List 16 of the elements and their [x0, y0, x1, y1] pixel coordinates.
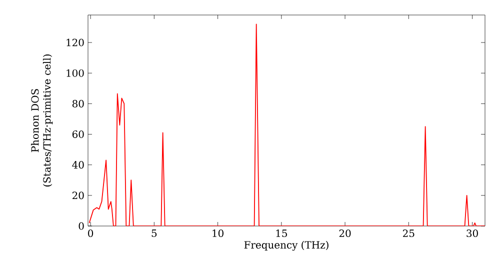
- y-tick-label: 120: [66, 38, 84, 46]
- y-tick-label: 80: [72, 100, 84, 108]
- y-tick-label: 100: [66, 69, 84, 77]
- x-tick-label: 0: [88, 230, 94, 238]
- x-tick-label: 5: [152, 230, 157, 237]
- x-tick-label: 15: [276, 230, 287, 238]
- x-tick-label: 25: [402, 230, 414, 238]
- x-tick-label: 20: [339, 230, 351, 238]
- y-tick-label: 20: [72, 192, 84, 200]
- y-axis-title: Phonon DOS (States/THz·primitive cell): [31, 54, 53, 186]
- y-tick-label: 60: [72, 130, 84, 138]
- x-tick-label: 10: [212, 230, 224, 238]
- y-tick-label: 40: [72, 161, 84, 169]
- x-tick-label: 30: [466, 230, 478, 238]
- y-tick-label: 0: [78, 222, 84, 230]
- x-axis-title: Frequency (THz): [244, 240, 328, 251]
